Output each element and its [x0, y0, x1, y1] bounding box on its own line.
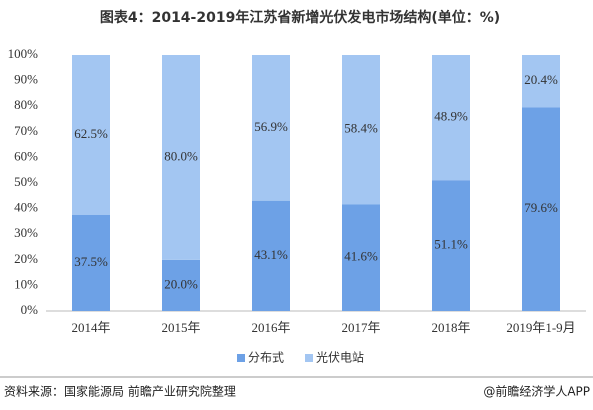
- y-tick-label: 0%: [21, 302, 39, 317]
- x-tick-label: 2018年: [431, 320, 470, 335]
- bar-segment: [252, 200, 290, 311]
- x-tick-label: 2019年1-9月: [506, 320, 575, 335]
- bar-segment: [342, 55, 380, 205]
- data-label: 80.0%: [164, 148, 198, 163]
- data-label: 43.1%: [254, 247, 288, 262]
- bar-segment: [522, 55, 560, 108]
- data-label: 56.9%: [254, 119, 288, 134]
- data-label: 62.5%: [74, 126, 108, 141]
- bar-segment: [522, 107, 560, 311]
- y-tick-label: 90%: [14, 72, 38, 87]
- y-tick-label: 70%: [14, 123, 38, 138]
- y-tick-label: 80%: [14, 97, 38, 112]
- bar-segment: [342, 204, 380, 311]
- legend-swatch: [305, 354, 313, 362]
- x-tick-label: 2014年: [71, 320, 110, 335]
- bar-segment: [72, 215, 110, 311]
- y-tick-label: 20%: [14, 251, 38, 266]
- y-tick-label: 40%: [14, 200, 38, 215]
- bar-segment: [432, 55, 470, 181]
- x-tick-label: 2015年: [161, 320, 200, 335]
- bar-segment: [72, 55, 110, 215]
- x-tick-label: 2016年: [251, 320, 290, 335]
- data-label: 20.4%: [524, 72, 558, 87]
- data-label: 58.4%: [344, 121, 378, 136]
- source: 资料来源：国家能源局 前瞻产业研究院整理: [4, 384, 236, 399]
- legend-swatch: [237, 354, 245, 362]
- data-label: 79.6%: [524, 200, 558, 215]
- y-tick-label: 30%: [14, 225, 38, 240]
- data-label: 20.0%: [164, 276, 198, 291]
- bar-segment: [162, 259, 200, 311]
- data-label: 48.9%: [434, 109, 468, 124]
- bar-segment: [162, 55, 200, 260]
- data-label: 41.6%: [344, 249, 378, 264]
- bar-segment: [432, 180, 470, 311]
- y-tick-label: 10%: [14, 276, 38, 291]
- credit: @前瞻经济学人APP: [483, 384, 590, 399]
- chart-title: 图表4：2014-2019年江苏省新增光伏发电市场结构(单位：%): [100, 9, 500, 26]
- data-label: 51.1%: [434, 237, 468, 252]
- x-tick-label: 2017年: [341, 320, 380, 335]
- y-tick-label: 100%: [8, 46, 39, 61]
- legend-label: 光伏电站: [316, 351, 364, 365]
- bar-segment: [252, 55, 290, 201]
- data-label: 37.5%: [74, 254, 108, 269]
- legend-label: 分布式: [248, 351, 284, 365]
- y-tick-label: 50%: [14, 174, 38, 189]
- y-tick-label: 60%: [14, 148, 38, 163]
